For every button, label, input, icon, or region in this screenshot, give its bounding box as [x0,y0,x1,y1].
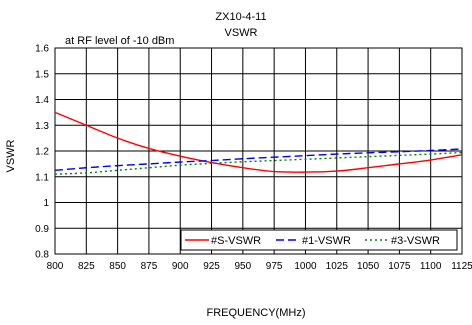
x-tick-label: 950 [235,261,252,272]
x-tick-label: 850 [109,261,126,272]
legend-label: #1-VSWR [302,235,351,247]
x-tick-label: 825 [78,261,95,272]
legend-label: #3-VSWR [391,235,440,247]
chart-annotation: at RF level of -10 dBm [65,35,174,47]
x-tick-label: 1125 [451,261,472,272]
x-tick-label: 900 [172,261,189,272]
y-tick-label: 1.2 [35,147,49,158]
series-line-2 [55,149,462,170]
x-tick-label: 1075 [388,261,411,272]
x-tick-label: 800 [47,261,64,272]
y-tick-label: 1.4 [35,95,49,106]
x-axis-label: FREQUENCY(MHz) [207,307,306,319]
x-tick-label: 925 [203,261,220,272]
y-axis-label: VSWR [5,139,17,172]
x-tick-label: 875 [141,261,158,272]
chart-title: ZX10-4-11 [215,11,266,23]
grid-lines [55,48,462,254]
chart-subtitle: VSWR [225,27,258,39]
y-tick-label: 1 [43,198,49,209]
x-tick-labels: 800 825 850 875 900 925 950 975 1000 1025 1050 1075… [47,261,472,272]
x-tick-label: 1025 [326,261,349,272]
y-tick-label: 1.3 [35,121,49,132]
series-line-1 [55,112,462,172]
y-tick-label: 1.6 [35,44,49,55]
x-tick-label: 1000 [294,261,317,272]
x-tick-label: 1100 [420,261,442,272]
legend: #S-VSWR #1-VSWR #3-VSWR [181,230,457,250]
y-tick-label: 0.9 [35,224,49,235]
y-tick-labels: 0.8 0.9 1 1.1 1.2 1.3 1.4 1.5 1.6 [35,44,49,261]
series-lines [55,112,462,174]
x-tick-label: 975 [266,261,283,272]
x-tick-label: 1050 [357,261,380,272]
legend-label: #S-VSWR [211,235,261,247]
y-tick-label: 1.5 [35,69,49,80]
y-tick-label: 1.1 [35,172,49,183]
y-tick-label: 0.8 [35,250,49,261]
